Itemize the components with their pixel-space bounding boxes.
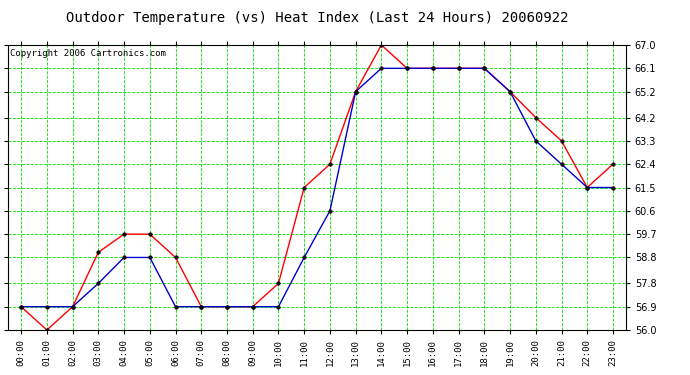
Text: Outdoor Temperature (vs) Heat Index (Last 24 Hours) 20060922: Outdoor Temperature (vs) Heat Index (Las… (66, 11, 569, 25)
Text: Copyright 2006 Cartronics.com: Copyright 2006 Cartronics.com (10, 49, 166, 58)
